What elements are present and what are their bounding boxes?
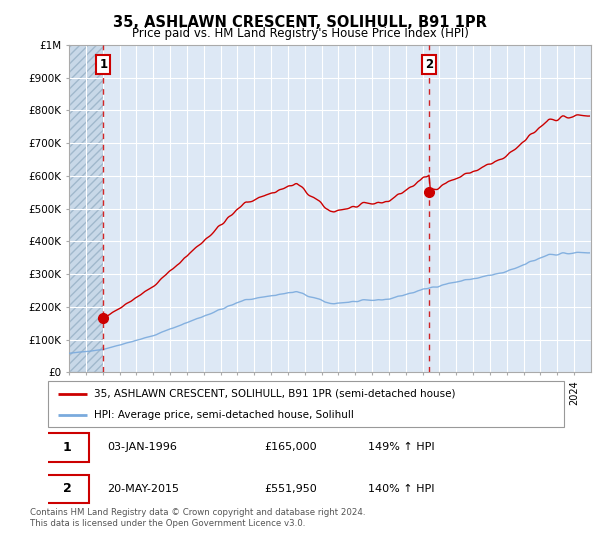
- Text: 35, ASHLAWN CRESCENT, SOLIHULL, B91 1PR (semi-detached house): 35, ASHLAWN CRESCENT, SOLIHULL, B91 1PR …: [94, 389, 456, 399]
- Text: £551,950: £551,950: [265, 484, 317, 494]
- Bar: [69, 45, 103, 372]
- FancyBboxPatch shape: [48, 381, 564, 427]
- FancyBboxPatch shape: [46, 475, 89, 503]
- Text: 20-MAY-2015: 20-MAY-2015: [107, 484, 179, 494]
- Text: 2: 2: [425, 58, 433, 71]
- Text: 140% ↑ HPI: 140% ↑ HPI: [368, 484, 434, 494]
- Text: 149% ↑ HPI: 149% ↑ HPI: [368, 442, 434, 452]
- Text: 1: 1: [99, 58, 107, 71]
- FancyBboxPatch shape: [46, 433, 89, 461]
- Text: £165,000: £165,000: [265, 442, 317, 452]
- Text: Contains HM Land Registry data © Crown copyright and database right 2024.
This d: Contains HM Land Registry data © Crown c…: [30, 508, 365, 528]
- Text: Price paid vs. HM Land Registry's House Price Index (HPI): Price paid vs. HM Land Registry's House …: [131, 27, 469, 40]
- Text: 35, ASHLAWN CRESCENT, SOLIHULL, B91 1PR: 35, ASHLAWN CRESCENT, SOLIHULL, B91 1PR: [113, 15, 487, 30]
- Text: 03-JAN-1996: 03-JAN-1996: [107, 442, 177, 452]
- Text: HPI: Average price, semi-detached house, Solihull: HPI: Average price, semi-detached house,…: [94, 410, 355, 420]
- Bar: [69, 45, 103, 372]
- Text: 1: 1: [63, 441, 72, 454]
- Text: 2: 2: [63, 482, 72, 496]
